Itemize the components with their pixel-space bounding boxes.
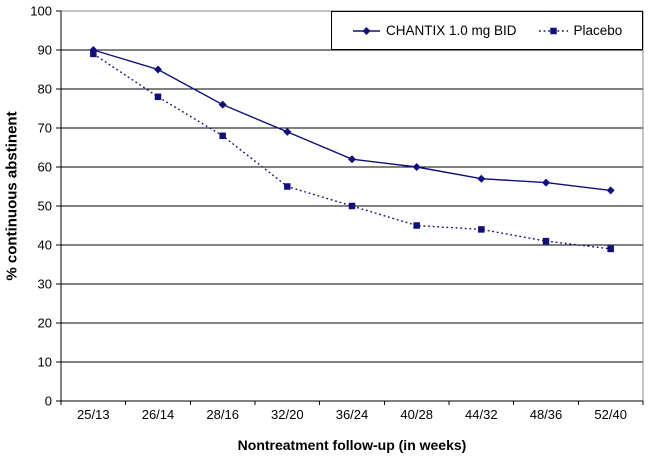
x-tick-label: 36/24	[336, 407, 369, 422]
legend-entry-placebo: Placebo	[538, 23, 623, 38]
series-chantix	[89, 46, 615, 195]
y-tick-label: 50	[38, 199, 52, 214]
data-point-marker	[542, 237, 550, 245]
y-axis-title: % continuous abstinent	[3, 111, 21, 281]
legend-sample-marker	[549, 27, 557, 34]
x-tick-label: 25/13	[77, 407, 110, 422]
data-point-marker	[348, 202, 356, 210]
data-point-marker	[542, 178, 550, 187]
data-point-marker	[607, 245, 614, 253]
y-tick-label: 10	[38, 355, 52, 370]
data-point-marker	[284, 183, 291, 190]
legend: CHANTIX 1.0 mg BID Placebo	[331, 11, 643, 50]
data-point-marker	[218, 100, 227, 109]
y-tick-label: 60	[38, 160, 52, 175]
x-tick-label: 40/28	[400, 407, 433, 422]
data-point-marker	[477, 174, 486, 183]
x-tick-label: 48/36	[530, 407, 563, 422]
x-tick-label: 32/20	[271, 407, 304, 422]
series-line	[92, 53, 611, 250]
series-placebo	[90, 50, 614, 253]
series-line	[93, 49, 611, 192]
chantix-line-sample-icon	[353, 26, 380, 35]
data-point-marker	[478, 226, 485, 233]
data-point-marker	[154, 93, 162, 101]
x-axis-title: Nontreatment follow-up (in weeks)	[237, 437, 467, 453]
y-tick-label: 80	[38, 82, 52, 97]
y-tick-label: 20	[38, 316, 52, 331]
y-tick-label: 100	[30, 4, 52, 19]
data-point-marker	[154, 65, 162, 74]
data-point-marker	[412, 163, 421, 171]
y-tick-label: 70	[38, 121, 52, 136]
x-tick-label: 26/14	[142, 407, 175, 422]
data-point-marker	[348, 155, 356, 164]
legend-label-placebo: Placebo	[573, 23, 623, 38]
x-tick-label: 28/16	[206, 407, 239, 422]
data-point-marker	[606, 186, 615, 195]
y-tick-label: 0	[45, 394, 52, 409]
x-tick-label: 44/32	[465, 407, 498, 422]
data-point-marker	[413, 222, 420, 229]
y-tick-label: 30	[38, 277, 52, 292]
y-tick-label: 90	[38, 43, 52, 58]
legend-sample-marker	[362, 26, 371, 35]
data-point-marker	[90, 50, 97, 58]
data-point-marker	[283, 127, 292, 136]
x-tick-label: 52/40	[594, 407, 627, 422]
placebo-line-sample-icon	[538, 27, 568, 34]
data-point-marker	[219, 132, 226, 140]
legend-label-chantix: CHANTIX 1.0 mg BID	[386, 23, 517, 38]
y-tick-label: 40	[38, 238, 52, 253]
legend-entry-chantix: CHANTIX 1.0 mg BID	[353, 23, 517, 38]
